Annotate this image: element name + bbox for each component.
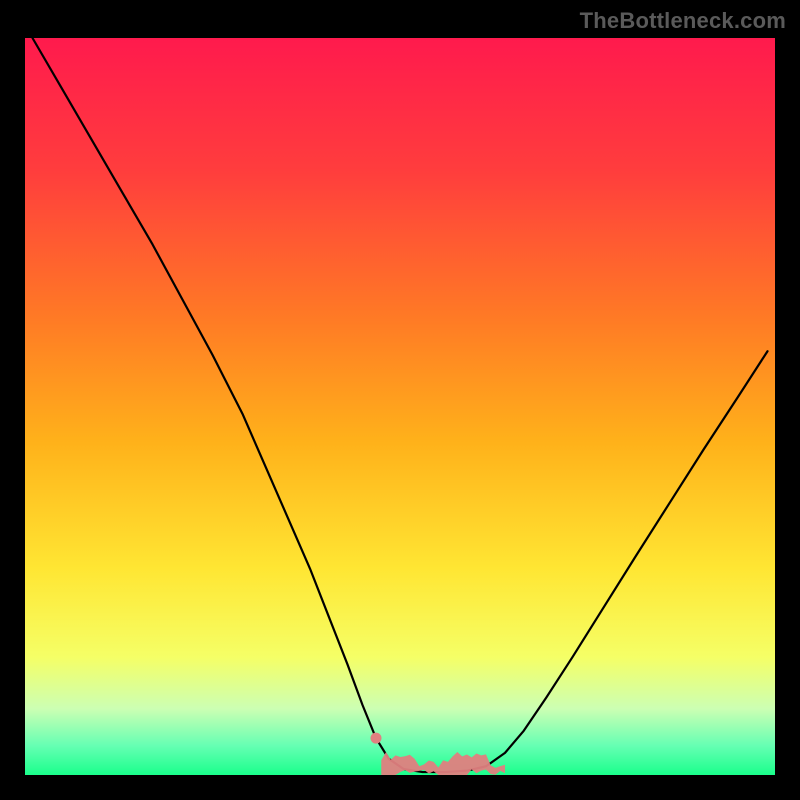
watermark-text: TheBottleneck.com bbox=[580, 8, 786, 34]
leading-marker-dot bbox=[371, 733, 382, 744]
plot-background bbox=[25, 38, 775, 775]
bottleneck-chart bbox=[0, 0, 800, 800]
